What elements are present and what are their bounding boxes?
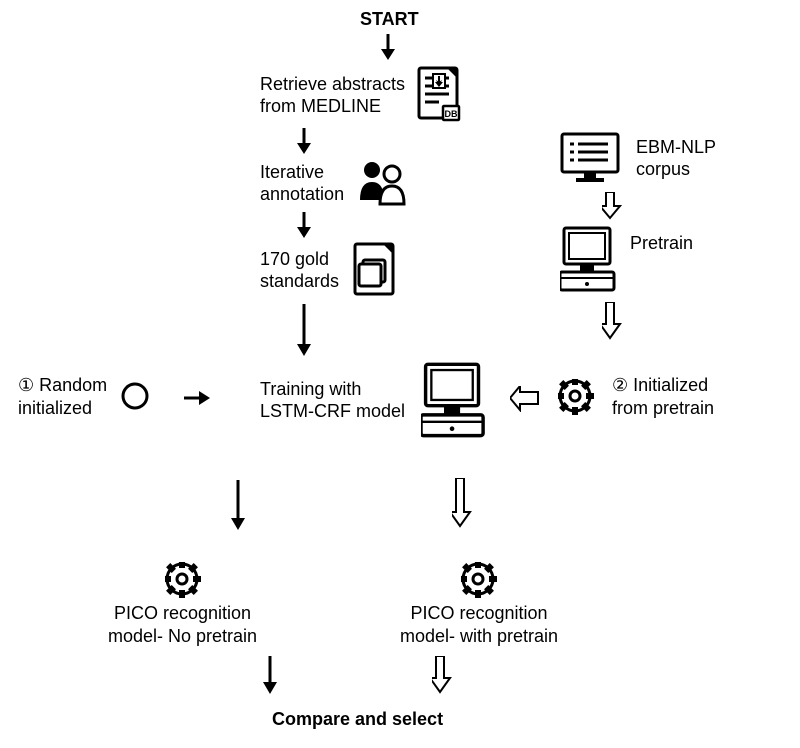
arrow-start-to-retrieve [378,34,398,62]
pico-with-pretrain-node: PICO recognition model- with pretrain [400,562,558,647]
start-node: START [360,8,419,31]
arrow-pretrain-to-training [510,386,542,412]
ebm-label: EBM-NLP corpus [636,136,716,181]
pretrain-label: Pretrain [630,232,693,255]
gear-icon [558,379,594,415]
retrieve-label: Retrieve abstracts from MEDLINE [260,73,405,118]
iterative-annotation-node: Iterative annotation [260,158,408,208]
random-init-label: ① Random initialized [18,374,107,419]
computer-icon [560,226,616,292]
iter-annot-label: Iterative annotation [260,161,344,206]
arrow-random-to-training [184,388,212,408]
arrow-ebm-to-pretrain [602,192,622,222]
gear-icon [461,562,497,598]
gear-icon [165,562,201,598]
retrieve-node: Retrieve abstracts from MEDLINE [260,66,463,124]
training-node: Training with LSTM-CRF model [260,362,485,438]
arrow-pico-wp-to-compare [432,656,452,696]
arrow-training-to-pico-np [228,480,248,532]
pico-no-pretrain-node: PICO recognition model- No pretrain [108,562,257,647]
ebm-nlp-node: EBM-NLP corpus [560,132,716,184]
ring-icon [121,382,151,412]
pico-wp-label: PICO recognition model- with pretrain [400,602,558,647]
init-from-pretrain-node: ② Initialized from pretrain [558,374,714,419]
pretrain-node: Pretrain [560,226,693,292]
documents-icon [353,242,397,298]
arrow-retrieve-to-annot [294,128,314,156]
compare-node: Compare and select [272,708,443,731]
compare-label: Compare and select [272,708,443,731]
arrow-pretrain-to-gear [602,302,622,342]
arrow-pico-np-to-compare [260,656,280,696]
db-document-icon [417,66,463,124]
training-label: Training with LSTM-CRF model [260,378,405,423]
computer-icon [421,362,485,438]
pico-np-label: PICO recognition model- No pretrain [108,602,257,647]
arrow-training-to-pico-wp [452,478,472,530]
people-icon [358,158,408,208]
gold-label: 170 gold standards [260,248,339,293]
init-pretrain-label: ② Initialized from pretrain [612,374,714,419]
arrow-gold-to-training [294,304,314,358]
gold-standards-node: 170 gold standards [260,242,397,298]
arrow-annot-to-gold [294,212,314,240]
random-initialized-node: ① Random initialized [18,374,151,419]
monitor-list-icon [560,132,622,184]
start-label: START [360,8,419,31]
